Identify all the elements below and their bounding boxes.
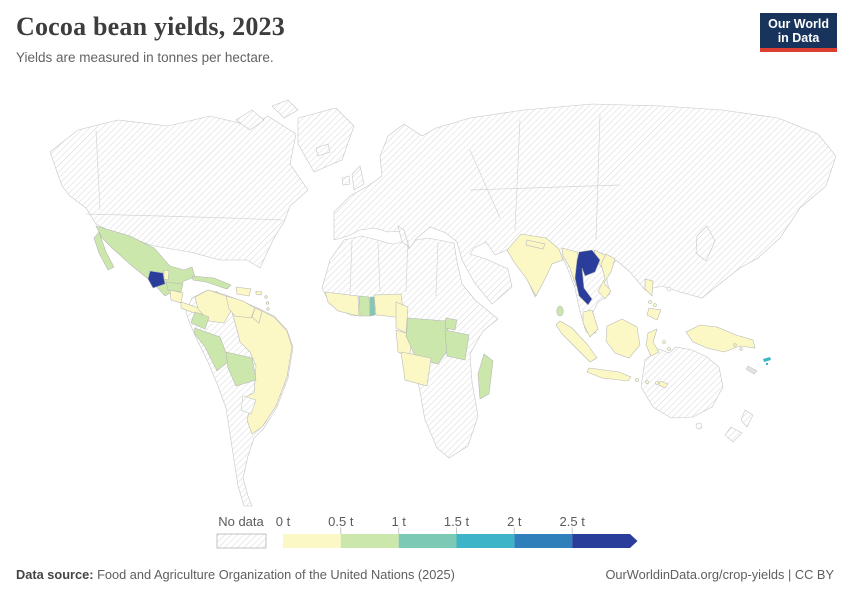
legend-tick-5: 2.5 t xyxy=(560,514,586,529)
data-source-text: Food and Agriculture Organization of the… xyxy=(93,567,455,582)
country-java[interactable] xyxy=(586,367,632,382)
country-peru[interactable] xyxy=(193,327,230,372)
owid-logo-line2: in Data xyxy=(777,31,820,45)
chart-footer: Data source: Food and Agriculture Organi… xyxy=(16,567,834,582)
landmass-new-zealand xyxy=(724,409,754,443)
legend-tick-0: 0 t xyxy=(276,514,291,529)
country-hispaniola[interactable] xyxy=(235,286,252,297)
legend-bin-2[interactable] xyxy=(398,534,457,548)
country-lesser-sunda-timor[interactable] xyxy=(635,340,671,389)
country-vietnam[interactable] xyxy=(597,253,616,300)
country-uganda[interactable] xyxy=(444,317,458,331)
landmass-australia xyxy=(640,346,724,419)
legend-bin-0[interactable] xyxy=(283,534,341,548)
country-belize[interactable] xyxy=(163,269,170,281)
country-bolivia[interactable] xyxy=(225,351,257,387)
country-malaysia-peninsula[interactable] xyxy=(582,309,599,338)
country-paraguay-nodata xyxy=(240,395,257,415)
countries-americas xyxy=(93,225,293,435)
country-india[interactable] xyxy=(506,233,564,297)
legend-tick-labels: 0 t 0.5 t 1 t 1.5 t 2 t 2.5 t xyxy=(276,514,585,529)
landmass-taiwan xyxy=(666,286,672,292)
country-togo[interactable] xyxy=(369,296,376,317)
landmass-arctic-islands xyxy=(235,99,299,131)
country-borneo[interactable] xyxy=(605,318,641,359)
data-source-label: Data source: xyxy=(16,567,94,582)
owid-logo[interactable]: Our World in Data xyxy=(760,13,837,52)
country-cameroon[interactable] xyxy=(395,301,409,334)
country-solomon-islands[interactable] xyxy=(733,343,743,351)
landmass-japan xyxy=(695,225,716,262)
country-ghana[interactable] xyxy=(358,295,371,317)
country-fiji[interactable] xyxy=(763,357,771,366)
country-ecuador[interactable] xyxy=(190,311,210,330)
legend-bin-5-arrow[interactable] xyxy=(572,534,638,548)
country-mexico[interactable] xyxy=(93,225,196,297)
legend-no-data-swatch[interactable] xyxy=(216,533,267,549)
landmass-italy xyxy=(397,225,410,248)
country-angola[interactable] xyxy=(400,351,432,387)
owid-logo-line1: Our World xyxy=(768,17,829,31)
landmass-eurasia xyxy=(333,103,837,334)
country-tanzania[interactable] xyxy=(444,329,470,361)
countries-africa xyxy=(324,291,494,400)
legend-tick-4: 2 t xyxy=(507,514,522,529)
country-guyana[interactable] xyxy=(251,307,263,324)
country-west-africa-belt[interactable] xyxy=(324,291,360,317)
country-thailand[interactable] xyxy=(574,249,601,306)
landmass-britain-iceland xyxy=(315,143,365,191)
attribution-link[interactable]: OurWorldinData.org/crop-yields | CC BY xyxy=(605,567,834,582)
world-choropleth-map xyxy=(49,99,837,507)
landmass-new-caledonia xyxy=(745,365,758,375)
landmass-greenland xyxy=(297,107,355,173)
legend-tick-3: 1.5 t xyxy=(444,514,470,529)
no-data-landmasses xyxy=(49,99,837,507)
legend-color-bar xyxy=(283,534,638,548)
country-sumatra[interactable] xyxy=(555,320,598,363)
country-papua-new-guinea[interactable] xyxy=(685,324,756,353)
country-sri-lanka[interactable] xyxy=(556,305,564,317)
landmass-north-america xyxy=(49,115,309,269)
country-philippines[interactable] xyxy=(644,278,662,321)
legend-no-data-label: No data xyxy=(218,514,264,529)
data-source: Data source: Food and Agriculture Organi… xyxy=(16,567,455,582)
chart-subtitle: Yields are measured in tonnes per hectar… xyxy=(16,50,274,65)
legend-bin-3[interactable] xyxy=(456,534,515,548)
country-guatemala[interactable] xyxy=(147,270,166,289)
country-borders xyxy=(85,114,621,297)
map-legend: No data 0 t 0.5 t 1 t 1.5 t 2 t 2.5 t xyxy=(216,514,638,549)
country-honduras[interactable] xyxy=(165,281,184,293)
chart-title: Cocoa bean yields, 2023 xyxy=(16,12,285,41)
country-nepal[interactable] xyxy=(525,239,546,250)
legend-bin-1[interactable] xyxy=(340,534,399,548)
country-madagascar[interactable] xyxy=(477,353,494,400)
country-venezuela[interactable] xyxy=(225,295,256,319)
country-sulawesi[interactable] xyxy=(645,328,660,357)
legend-tick-1: 0.5 t xyxy=(328,514,354,529)
landmass-tasmania xyxy=(695,422,703,430)
legend-ticks xyxy=(340,527,573,534)
country-cuba[interactable] xyxy=(191,275,232,290)
legend-tick-2: 1 t xyxy=(391,514,406,529)
legend-bin-4[interactable] xyxy=(514,534,573,548)
countries-asia-oceania xyxy=(506,233,771,389)
